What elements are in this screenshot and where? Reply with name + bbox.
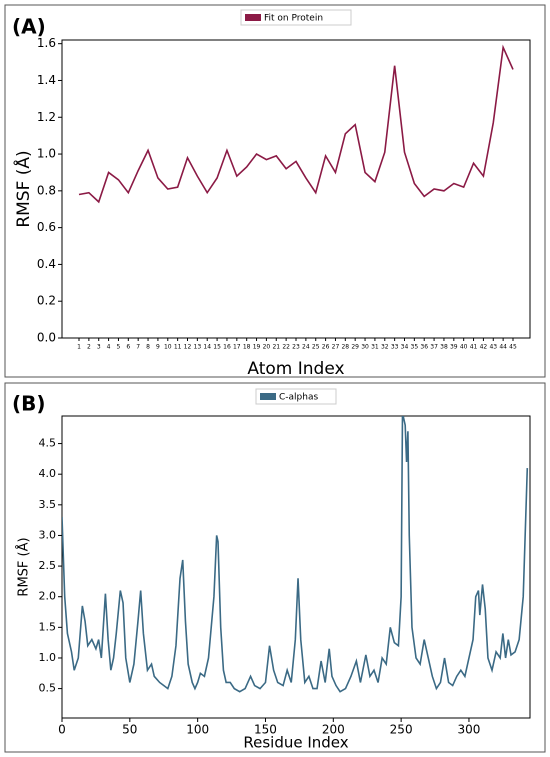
x-tick-label: 10 [164, 344, 172, 351]
x-tick-label: 7 [136, 344, 140, 351]
x-tick-label: 22 [282, 344, 290, 351]
x-tick-label: 30 [361, 344, 369, 351]
x-tick-label: 36 [420, 344, 428, 351]
y-tick-label: 0.4 [37, 257, 56, 271]
x-tick-label: 45 [509, 344, 517, 351]
x-tick-label: 11 [174, 344, 182, 351]
x-tick-label: 150 [254, 723, 277, 737]
y-tick-label: 1.0 [39, 651, 57, 664]
x-tick-label: 29 [351, 344, 359, 351]
x-tick-label: 2 [87, 344, 91, 351]
x-tick-label: 32 [381, 344, 389, 351]
y-tick-label: 0.0 [37, 331, 56, 345]
x-tick-label: 13 [194, 344, 202, 351]
x-tick-label: 21 [272, 344, 280, 351]
x-tick-label: 26 [322, 344, 330, 351]
y-tick-label: 1.5 [39, 620, 57, 633]
y-tick-label: 2.5 [39, 559, 57, 572]
y-tick-label: 3.5 [39, 498, 57, 511]
legend-label: C-alphas [279, 393, 318, 403]
x-tick-label: 37 [430, 344, 438, 351]
x-tick-label: 16 [223, 344, 231, 351]
x-tick-label: 24 [302, 344, 310, 351]
x-tick-label: 50 [122, 723, 137, 737]
x-tick-label: 39 [450, 344, 458, 351]
x-tick-label: 38 [440, 344, 448, 351]
y-tick-label: 0.5 [39, 682, 57, 695]
panel-frame [4, 4, 546, 378]
x-tick-label: 300 [458, 723, 481, 737]
x-tick-label: 23 [292, 344, 300, 351]
x-tick-label: 41 [470, 344, 478, 351]
legend-swatch [245, 14, 261, 21]
y-tick-label: 1.4 [37, 73, 56, 87]
x-tick-label: 250 [390, 723, 413, 737]
panel-frame [4, 382, 546, 753]
series-line [78, 44, 514, 204]
x-tick-label: 0 [58, 723, 66, 737]
x-tick-label: 25 [312, 344, 320, 351]
x-tick-label: 100 [186, 723, 209, 737]
x-tick-label: 5 [117, 344, 121, 351]
x-tick-label: 40 [460, 344, 468, 351]
legend-box [255, 388, 337, 405]
x-tick-label: 200 [322, 723, 345, 737]
x-tick-label: 4 [107, 344, 111, 351]
y-tick-label: 4.0 [39, 467, 57, 480]
x-tick-label: 12 [184, 344, 192, 351]
y-tick-label: 0.2 [37, 294, 56, 308]
x-tick-label: 34 [401, 344, 409, 351]
legend-swatch [260, 393, 276, 400]
y-tick-label: 1.6 [37, 36, 56, 50]
x-tick-label: 3 [97, 344, 101, 351]
legend-label: Fit on Protein [264, 14, 323, 24]
x-tick-label: 19 [253, 344, 261, 351]
y-tick-label: 0.6 [37, 220, 56, 234]
x-tick-label: 42 [480, 344, 488, 351]
panel-label: (B) [12, 392, 46, 416]
x-tick-label: 9 [156, 344, 160, 351]
x-tick-label: 1 [77, 344, 81, 351]
x-tick-label: 35 [411, 344, 419, 351]
series-line [62, 416, 529, 693]
x-tick-label: 15 [213, 344, 221, 351]
y-tick-label: 0.8 [37, 183, 56, 197]
panel-label: (A) [12, 15, 46, 39]
plot-frame [61, 39, 531, 339]
x-tick-label: 27 [332, 344, 340, 351]
x-tick-label: 14 [203, 344, 211, 351]
y-axis-label: RMSF (Å) [16, 537, 32, 596]
x-axis-label: Atom Index [247, 359, 344, 379]
x-tick-label: 44 [499, 344, 507, 351]
y-tick-label: 4.5 [39, 437, 57, 450]
plot-frame [61, 415, 531, 719]
x-axis-label: Residue Index [243, 734, 348, 752]
x-tick-label: 31 [371, 344, 379, 351]
y-axis-label: RMSF (Å) [12, 150, 34, 227]
x-tick-label: 17 [233, 344, 241, 351]
legend-box [240, 9, 352, 26]
x-tick-label: 6 [126, 344, 130, 351]
x-tick-label: 18 [243, 344, 251, 351]
y-tick-label: 3.0 [39, 528, 57, 541]
y-tick-label: 1.2 [37, 110, 56, 124]
y-tick-label: 2.0 [39, 590, 57, 603]
y-tick-label: 1.0 [37, 147, 56, 161]
x-tick-label: 8 [146, 344, 150, 351]
x-tick-label: 20 [263, 344, 271, 351]
x-tick-label: 33 [391, 344, 399, 351]
x-tick-label: 28 [341, 344, 349, 351]
x-tick-label: 43 [489, 344, 497, 351]
